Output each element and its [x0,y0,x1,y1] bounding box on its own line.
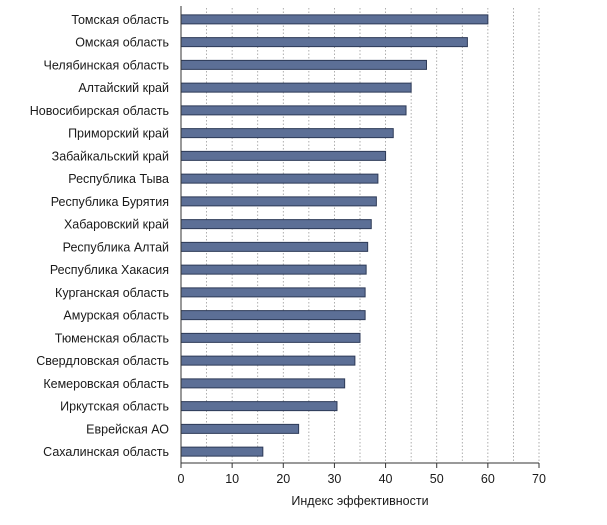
category-label: Хабаровский край [64,218,169,232]
bar [180,401,338,412]
bar [180,378,346,389]
bar [180,128,394,139]
bar [180,332,361,343]
bar [180,446,264,457]
category-label: Курганская область [55,286,169,300]
bars [180,14,489,457]
bar [180,355,356,366]
gridlines [206,8,540,463]
x-tick-label: 40 [379,472,393,486]
x-tick-label: 50 [430,472,444,486]
category-label: Еврейская АО [86,422,169,436]
bar [180,264,367,275]
x-tick-label: 60 [481,472,495,486]
bar [180,287,366,298]
category-label: Кемеровская область [43,377,169,391]
x-tick-label: 30 [327,472,341,486]
category-label: Республика Тыва [68,172,169,186]
bar [180,105,407,116]
category-label: Свердловская область [36,354,169,368]
x-tick-label: 70 [532,472,546,486]
category-label: Алтайский край [78,81,169,95]
x-axis: 0 10 20 30 40 50 60 70 [178,6,546,486]
category-label: Приморский край [68,127,169,141]
category-label: Амурская область [63,309,169,323]
category-label: Сахалинская область [43,445,169,459]
category-label: Новосибирская область [30,104,169,118]
bar [180,241,369,252]
x-axis-title: Индекс эффективности [291,494,428,508]
category-label: Республика Хакасия [50,263,169,277]
category-label: Томская область [71,13,169,27]
category-label: Тюменская область [55,331,169,345]
category-label: Республика Бурятия [51,195,169,209]
bar [180,59,427,70]
bar [180,310,366,321]
bar [180,150,387,161]
x-tick-label: 10 [225,472,239,486]
category-label: Иркутская область [60,400,169,414]
bar [180,219,372,230]
bar [180,37,468,48]
x-tick-label: 0 [178,472,185,486]
bar [180,173,379,184]
bar [180,14,489,25]
category-label: Республика Алтай [63,240,169,254]
bar [180,82,412,93]
category-label: Омская область [75,36,169,50]
category-label: Забайкальский край [52,149,169,163]
bar [180,196,377,207]
bar [180,423,300,434]
category-label: Челябинская область [44,58,169,72]
category-labels: Томская область Омская область Челябинская… [30,13,170,459]
x-tick-label: 20 [276,472,290,486]
